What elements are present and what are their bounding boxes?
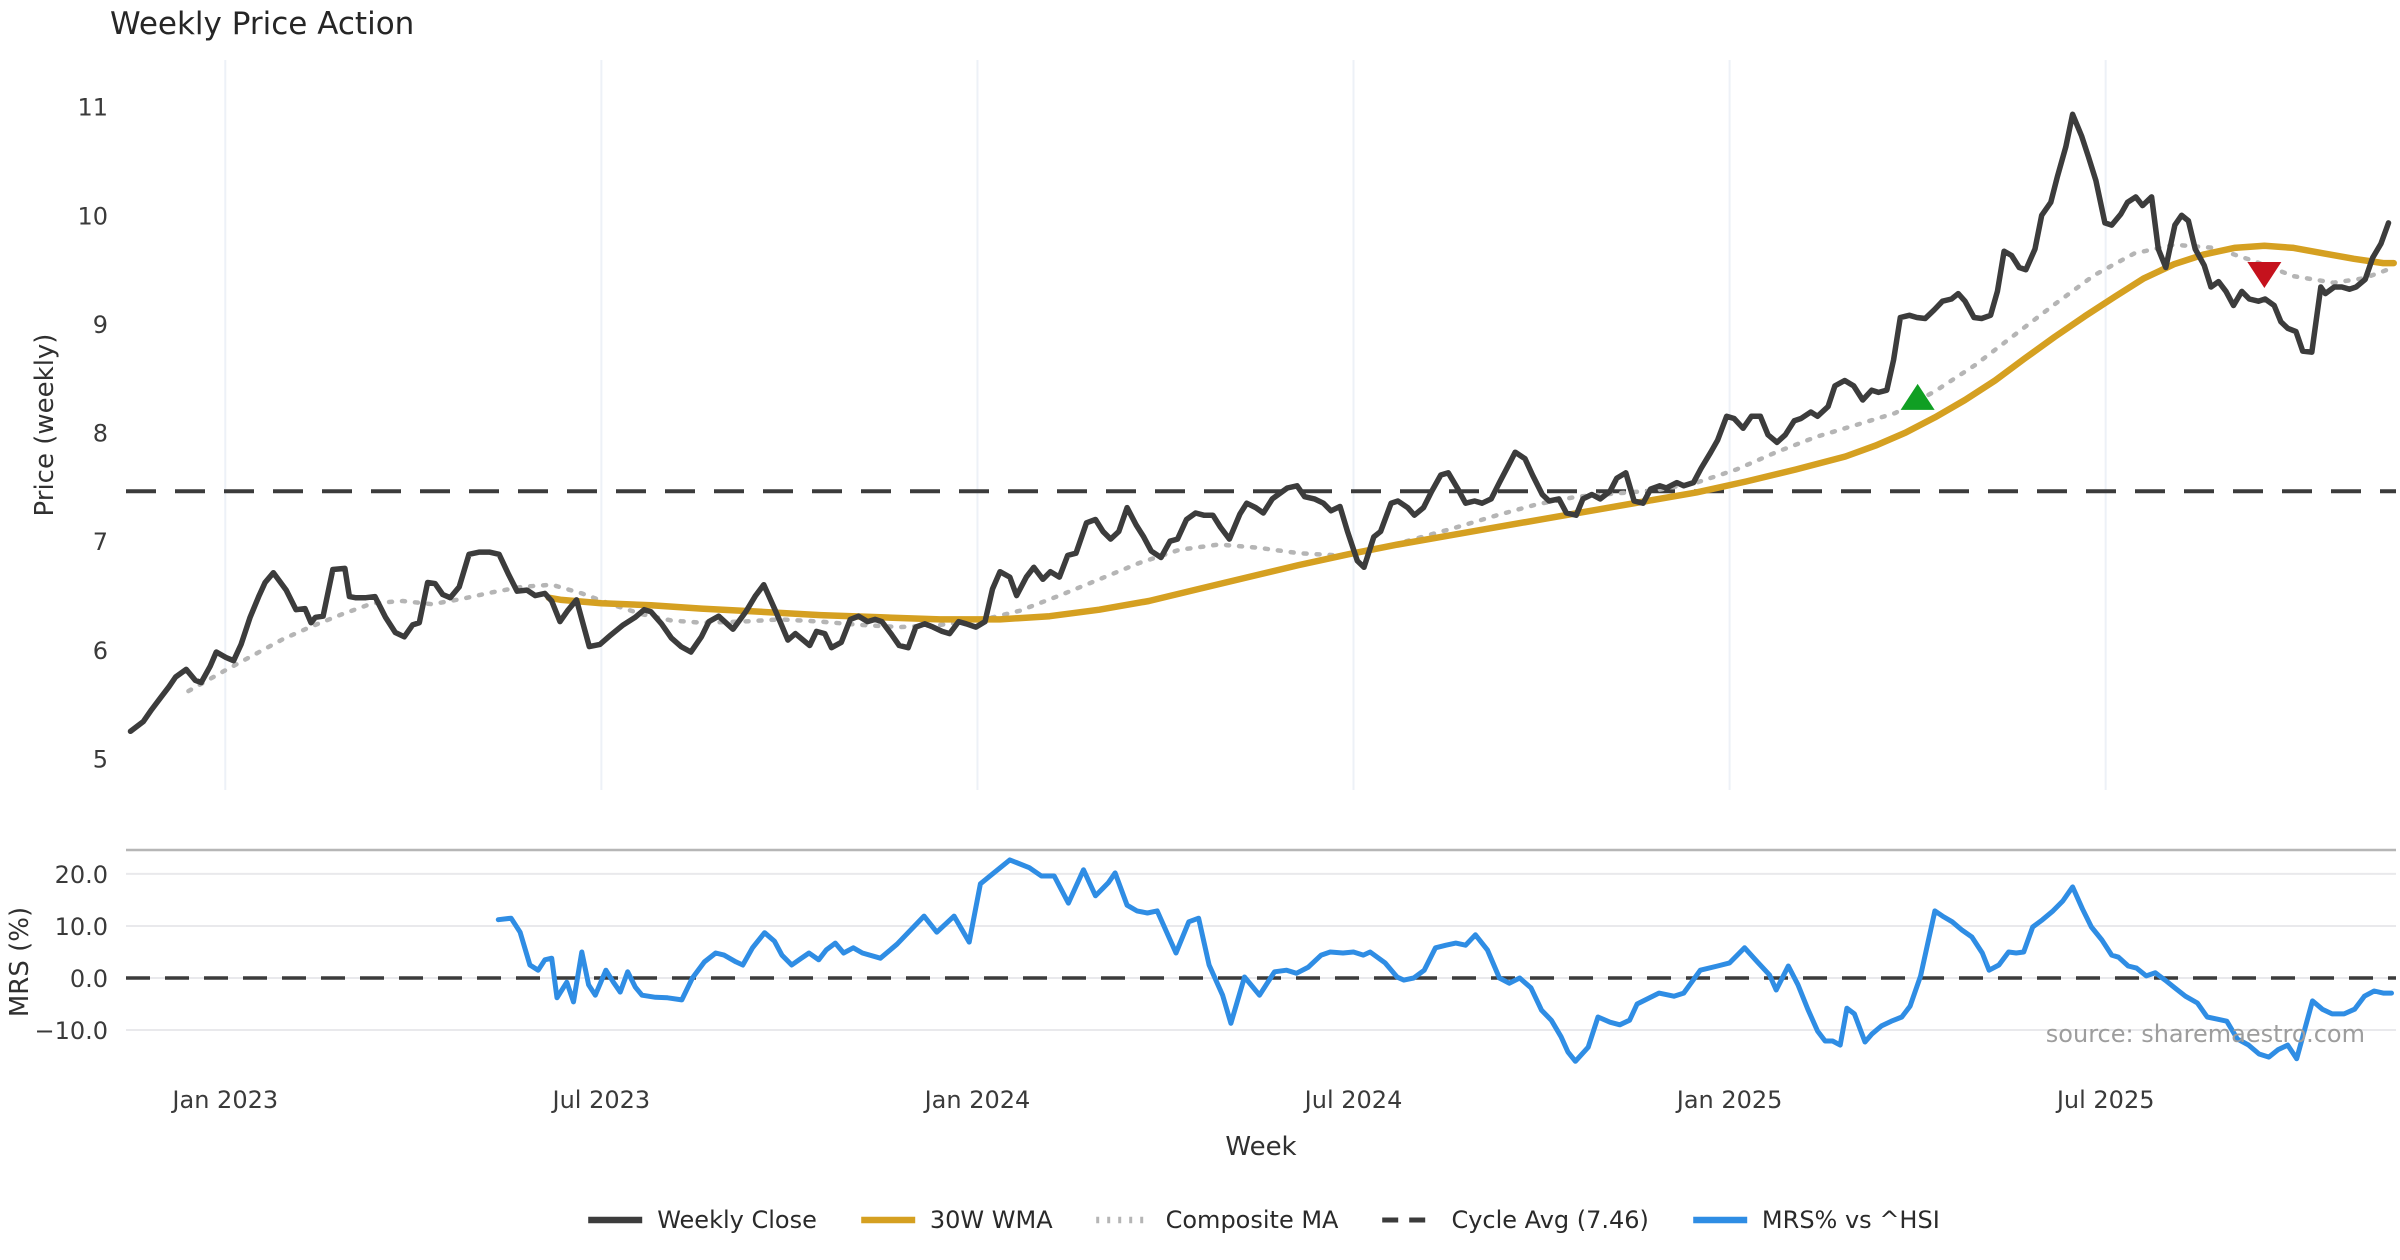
x-tick-label: Jan 2024 [923, 1086, 1031, 1114]
price-y-tick-label: 5 [93, 745, 108, 773]
legend-label: Composite MA [1165, 1206, 1339, 1234]
mrs-y-tick-label: −10.0 [34, 1017, 108, 1045]
mrs-y-tick-label: 0.0 [70, 965, 108, 993]
legend-label: Cycle Avg (7.46) [1451, 1206, 1649, 1234]
composite-ma-line [186, 242, 2396, 694]
legend-swatch-solid [860, 1216, 915, 1224]
mrs-y-tick-label: 20.0 [55, 861, 108, 889]
sell-signal-marker [2247, 262, 2282, 289]
mrs-line [495, 857, 2394, 1064]
x-tick-label: Jul 2025 [2055, 1086, 2155, 1114]
legend-swatch-solid [1692, 1216, 1747, 1224]
price-y-tick-label: 10 [77, 202, 108, 230]
x-tick-label: Jul 2024 [1303, 1086, 1403, 1114]
legend-label: Weekly Close [657, 1206, 817, 1234]
x-tick-label: Jan 2023 [170, 1086, 278, 1114]
price-y-tick-label: 9 [93, 311, 108, 339]
weekly-close-line [127, 111, 2392, 735]
price-axis-label: Price (weekly) [30, 333, 60, 517]
chart-legend: Weekly Close 30W WMA Composite MA Cycle Avg… [586, 1206, 1940, 1234]
x-axis-label: Week [1225, 1132, 1297, 1162]
legend-swatch-dashed [1382, 1217, 1437, 1223]
legend-item-composite-ma: Composite MA [1095, 1206, 1339, 1234]
buy-signal-marker [1900, 383, 1935, 410]
price-y-tick-label: 7 [93, 528, 108, 556]
price-y-tick-label: 11 [77, 94, 108, 122]
x-tick-label: Jul 2023 [551, 1086, 651, 1114]
mrs-axis-label: MRS (%) [5, 906, 35, 1018]
source-watermark: source: sharemaestro.com [2045, 1020, 2365, 1048]
legend-swatch-dotted [1096, 1216, 1151, 1224]
legend-label: MRS% vs ^HSI [1761, 1206, 1940, 1234]
mrs-y-tick-label: 10.0 [55, 913, 108, 941]
wma-line [545, 242, 2397, 623]
x-tick-label: Jan 2025 [1675, 1086, 1783, 1114]
legend-swatch-solid [588, 1216, 643, 1224]
chart-title: Weekly Price Action [110, 6, 415, 42]
price-y-tick-label: 6 [93, 637, 108, 665]
legend-item-cycle-avg-7-46: Cycle Avg (7.46) [1380, 1206, 1649, 1234]
legend-item-30w-wma: 30W WMA [859, 1206, 1053, 1234]
legend-item-mrs-vs-hsi: MRS% vs ^HSI [1691, 1206, 1940, 1234]
legend-item-weekly-close: Weekly Close [586, 1206, 817, 1234]
legend-label: 30W WMA [929, 1206, 1053, 1234]
price-y-tick-label: 8 [93, 420, 108, 448]
